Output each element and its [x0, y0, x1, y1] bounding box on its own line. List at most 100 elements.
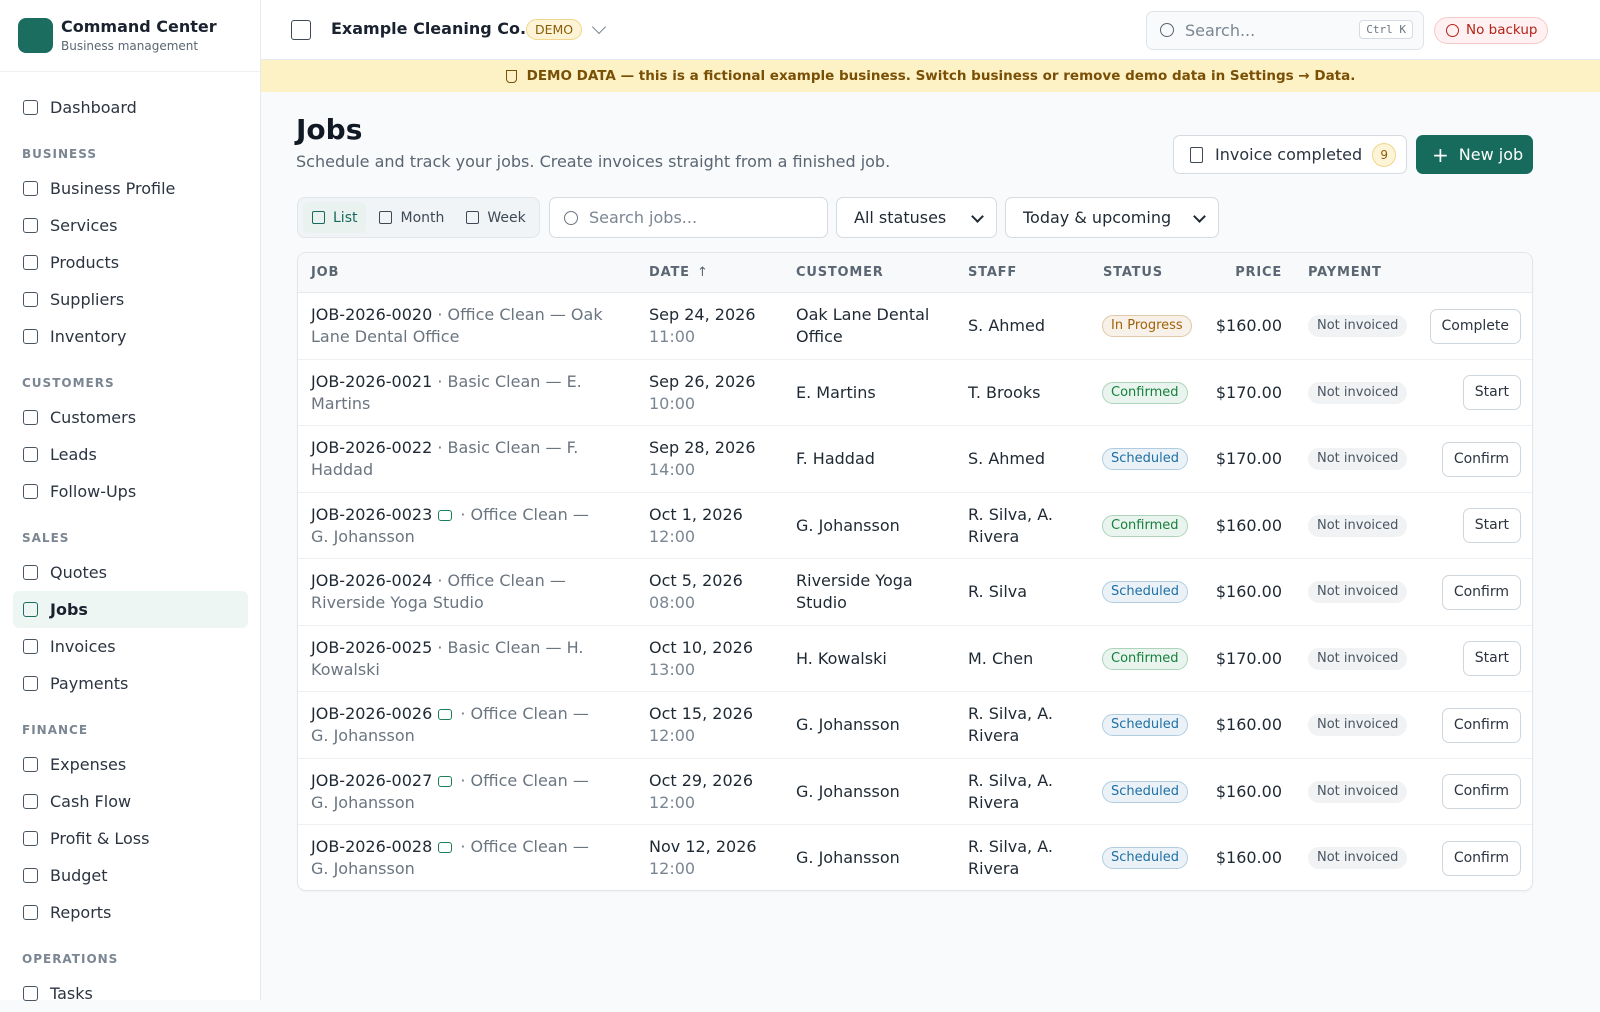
nav-item[interactable]: Quotes — [13, 554, 248, 591]
job-row[interactable]: JOB-2026-0022 · Basic Clean — F. Haddad S… — [298, 426, 1532, 493]
row-action-button[interactable]: Complete — [1429, 308, 1521, 344]
nav-section-title: CUSTOMERS — [22, 376, 115, 390]
view-option[interactable]: Week — [457, 202, 534, 233]
payment-badge: Not invoiced — [1308, 381, 1408, 404]
new-job-button[interactable]: + New job — [1416, 135, 1533, 174]
nav-item[interactable]: Expenses — [13, 746, 248, 783]
recurring-icon — [438, 509, 453, 521]
job-row[interactable]: JOB-2026-0025 · Basic Clean — H. Kowalsk… — [298, 626, 1532, 692]
global-search[interactable]: Search... Ctrl K — [1146, 11, 1424, 50]
search-icon — [1160, 23, 1174, 37]
payment-badge: Not invoiced — [1308, 315, 1408, 338]
nav-item[interactable]: Dashboard — [13, 89, 248, 126]
job-row[interactable]: JOB-2026-0026 · Office Clean — G. Johans… — [298, 692, 1532, 759]
nav-item[interactable]: Payments — [13, 665, 248, 702]
row-action-button[interactable]: Start — [1462, 375, 1521, 411]
nav-item[interactable]: Jobs — [13, 591, 248, 628]
view-label: Week — [487, 209, 526, 226]
row-action-button[interactable]: Confirm — [1441, 574, 1521, 610]
nav-item[interactable]: Profit & Loss — [13, 820, 248, 857]
job-date: Oct 15, 2026 — [649, 704, 753, 724]
row-action-button[interactable]: Confirm — [1441, 707, 1521, 743]
nav-label: Business Profile — [50, 179, 176, 198]
nav-label: Follow-Ups — [50, 482, 137, 501]
shortcut: Ctrl K — [1359, 20, 1413, 39]
row-action-button[interactable]: Confirm — [1441, 441, 1521, 477]
view-option[interactable]: Month — [370, 202, 453, 233]
business-switcher[interactable] — [591, 19, 607, 35]
nav-item[interactable]: Follow-Ups — [13, 473, 248, 510]
price: $160.00 — [1215, 848, 1282, 868]
separator: · — [455, 704, 471, 724]
row-action-button[interactable]: Start — [1462, 641, 1521, 677]
job-time: 14:00 — [649, 460, 696, 480]
job-id[interactable]: JOB-2026-0025 — [311, 637, 433, 657]
job-id[interactable]: JOB-2026-0026 — [311, 704, 433, 724]
table-header: JOB DATE ↑ CUSTOMER STAFF STATUS PRICE PAYMENT — [298, 253, 1532, 293]
view-option[interactable]: List — [303, 202, 367, 233]
nav-item[interactable]: Products — [13, 244, 248, 281]
status-badge: Scheduled — [1102, 448, 1188, 471]
backup-status[interactable]: No backup — [1434, 17, 1549, 44]
nav-icon — [23, 831, 38, 846]
status-filter[interactable]: All statuses — [836, 197, 997, 238]
job-row[interactable]: JOB-2026-0021 · Basic Clean — E. Martins… — [298, 360, 1532, 426]
job-id[interactable]: JOB-2026-0020 — [311, 305, 433, 325]
job-service: Basic Clean — E. Martins — [311, 371, 582, 413]
nav-icon — [23, 757, 38, 772]
nav-label: Leads — [50, 445, 97, 464]
nav-item[interactable]: Business Profile — [13, 170, 248, 207]
nav-icon — [23, 676, 38, 691]
job-search[interactable]: Search jobs... — [549, 197, 828, 238]
nav-item[interactable]: Reports — [13, 894, 248, 931]
job-row[interactable]: JOB-2026-0028 · Office Clean — G. Johans… — [298, 825, 1532, 890]
customer: G. Johansson — [796, 781, 900, 801]
column-header: STAFF — [968, 265, 1018, 280]
page-subtitle: Schedule and track your jobs. Create inv… — [296, 152, 891, 171]
row-action-button[interactable]: Confirm — [1441, 774, 1521, 810]
nav-label: Budget — [50, 866, 108, 885]
range-filter[interactable]: Today & upcoming — [1005, 197, 1219, 238]
staff: R. Silva, A. Rivera — [968, 837, 1053, 879]
job-id[interactable]: JOB-2026-0021 — [311, 371, 433, 391]
job-row[interactable]: JOB-2026-0023 · Office Clean — G. Johans… — [298, 493, 1532, 559]
nav-label: Payments — [50, 674, 129, 693]
job-id[interactable]: JOB-2026-0024 — [311, 571, 433, 591]
sidebar: Command Center Business management Dashb… — [0, 0, 261, 1003]
customer: G. Johansson — [796, 515, 900, 535]
job-id[interactable]: JOB-2026-0023 — [311, 504, 433, 524]
nav-item[interactable]: Suppliers — [13, 281, 248, 318]
nav-item[interactable]: Customers — [13, 399, 248, 436]
status-badge: Confirmed — [1102, 381, 1188, 404]
nav-item[interactable]: Leads — [13, 436, 248, 473]
nav-item[interactable]: Invoices — [13, 628, 248, 665]
nav-icon — [23, 410, 38, 425]
job-row[interactable]: JOB-2026-0027 · Office Clean — G. Johans… — [298, 759, 1532, 825]
job-cell: JOB-2026-0027 · Office Clean — G. Johans… — [311, 770, 611, 814]
job-id[interactable]: JOB-2026-0028 — [311, 837, 433, 857]
demo-badge: DEMO — [526, 19, 583, 40]
column-header: PAYMENT — [1308, 265, 1382, 280]
nav-item[interactable]: Budget — [13, 857, 248, 894]
payment-badge: Not invoiced — [1308, 780, 1408, 803]
nav-section-title: OPERATIONS — [22, 952, 119, 966]
invoice-completed-button[interactable]: Invoice completed 9 — [1173, 135, 1407, 174]
job-row[interactable]: JOB-2026-0020 · Office Clean — Oak Lane … — [298, 293, 1532, 360]
row-action-button[interactable]: Start — [1462, 508, 1521, 544]
nav-item[interactable]: Cash Flow — [13, 783, 248, 820]
job-service: Office Clean — G. Johansson — [311, 504, 589, 546]
nav-item[interactable]: Services — [13, 207, 248, 244]
nav-item[interactable]: Tasks — [13, 975, 248, 1012]
job-cell: JOB-2026-0022 · Basic Clean — F. Haddad — [311, 437, 611, 481]
job-time: 12:00 — [649, 726, 696, 746]
job-date: Sep 26, 2026 — [649, 371, 756, 391]
job-row[interactable]: JOB-2026-0024 · Office Clean — Riverside… — [298, 559, 1532, 626]
job-id[interactable]: JOB-2026-0022 — [311, 438, 433, 458]
row-action-button[interactable]: Confirm — [1441, 840, 1521, 876]
job-id[interactable]: JOB-2026-0027 — [311, 770, 433, 790]
nav-icon — [23, 602, 38, 617]
business-name[interactable]: Example Cleaning Co. — [331, 19, 527, 38]
nav-item[interactable]: Inventory — [13, 318, 248, 355]
status-badge: Confirmed — [1102, 514, 1188, 537]
